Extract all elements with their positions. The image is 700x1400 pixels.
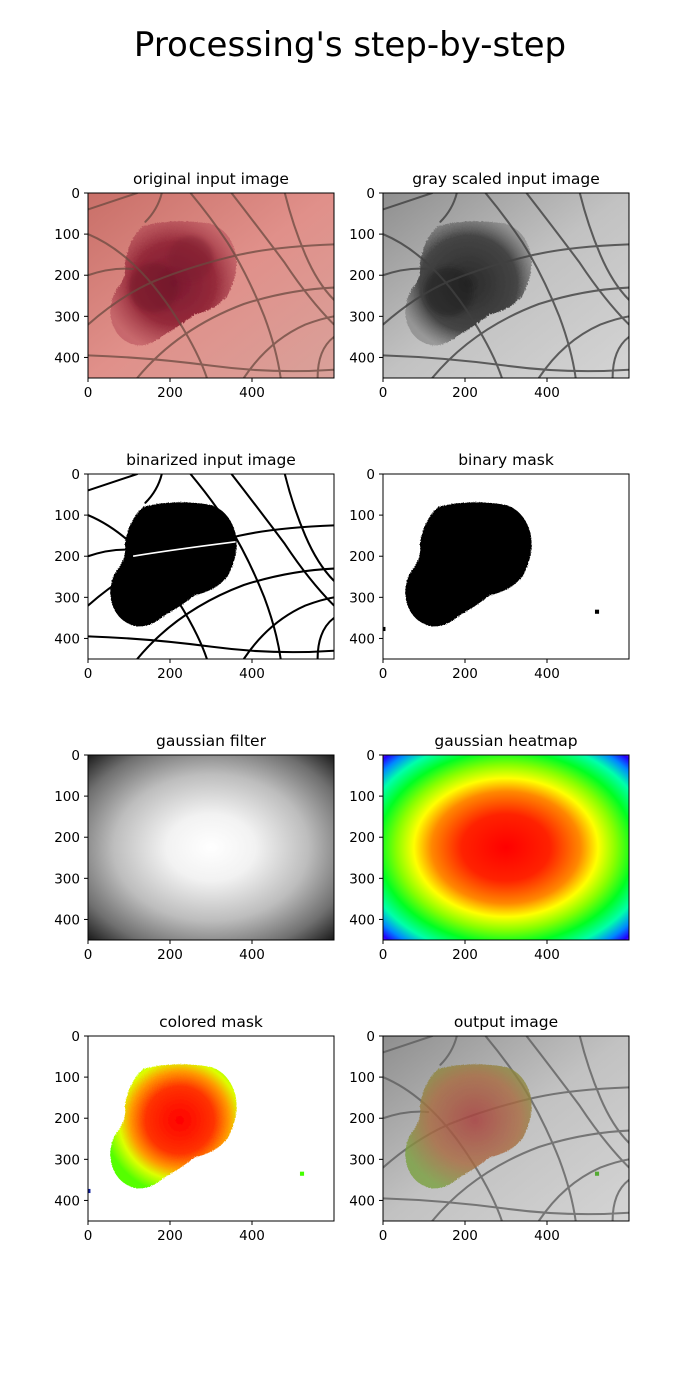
y-tick-label: 100 xyxy=(349,508,375,524)
y-tick-label: 100 xyxy=(54,508,80,524)
y-tick-label: 0 xyxy=(366,467,375,483)
y-tick-label: 100 xyxy=(54,227,80,243)
y-tick-label: 200 xyxy=(54,830,80,846)
x-tick-label: 400 xyxy=(534,1228,560,1244)
panel-4: binary mask 0 200 400 0 100 200 300 400 xyxy=(349,451,629,682)
y-tick-label: 100 xyxy=(349,1070,375,1086)
panel-image xyxy=(88,193,334,378)
x-tick-label: 200 xyxy=(452,1228,478,1244)
y-tick-label: 200 xyxy=(349,830,375,846)
y-tick-label: 400 xyxy=(349,1193,375,1209)
y-tick-label: 100 xyxy=(54,1070,80,1086)
x-tick-label: 400 xyxy=(239,1228,265,1244)
y-tick-label: 100 xyxy=(54,789,80,805)
x-tick-label: 200 xyxy=(157,666,183,682)
x-tick-label: 0 xyxy=(379,947,388,963)
y-tick-label: 400 xyxy=(349,631,375,647)
panel-image xyxy=(383,474,629,659)
panel-image xyxy=(383,755,629,940)
x-tick-label: 200 xyxy=(452,385,478,401)
y-tick-label: 300 xyxy=(54,1152,80,1168)
x-tick-label: 400 xyxy=(534,947,560,963)
y-tick-label: 300 xyxy=(349,871,375,887)
panel-title: binarized input image xyxy=(126,451,296,469)
panel-title: gray scaled input image xyxy=(412,170,600,188)
y-tick-label: 0 xyxy=(366,748,375,764)
x-tick-label: 200 xyxy=(157,1228,183,1244)
x-tick-label: 0 xyxy=(84,947,93,963)
x-tick-label: 400 xyxy=(534,385,560,401)
panel-image xyxy=(88,1036,334,1221)
x-tick-label: 0 xyxy=(379,385,388,401)
x-tick-label: 400 xyxy=(239,385,265,401)
x-tick-label: 400 xyxy=(534,666,560,682)
y-tick-label: 300 xyxy=(349,1152,375,1168)
x-tick-label: 400 xyxy=(239,666,265,682)
y-tick-label: 100 xyxy=(349,227,375,243)
panel-3: binarized input image 0 200 400 0 100 200 300 40… xyxy=(54,451,334,682)
y-tick-label: 200 xyxy=(54,268,80,284)
y-tick-label: 300 xyxy=(54,871,80,887)
x-tick-label: 200 xyxy=(452,666,478,682)
x-tick-label: 0 xyxy=(84,385,93,401)
y-tick-label: 400 xyxy=(54,350,80,366)
y-tick-label: 400 xyxy=(349,912,375,928)
y-tick-label: 200 xyxy=(349,1111,375,1127)
panel-1: original input image 0 200 400 0 100 200 300 400 xyxy=(54,170,334,401)
y-tick-label: 0 xyxy=(71,467,80,483)
panel-5: gaussian filter 0 200 400 0 100 200 300 400 xyxy=(54,732,334,963)
panel-2: gray scaled input image 0 200 400 0 100 200 300… xyxy=(349,170,629,401)
x-tick-label: 0 xyxy=(84,1228,93,1244)
y-tick-label: 200 xyxy=(349,268,375,284)
x-tick-label: 400 xyxy=(239,947,265,963)
y-tick-label: 0 xyxy=(71,1029,80,1045)
panel-image xyxy=(383,1036,629,1221)
y-tick-label: 200 xyxy=(349,549,375,565)
y-tick-label: 400 xyxy=(54,1193,80,1209)
y-tick-label: 300 xyxy=(349,590,375,606)
y-tick-label: 300 xyxy=(349,309,375,325)
panel-grid: original input image 0 200 400 0 100 200 300 400… xyxy=(54,170,629,1244)
x-tick-label: 200 xyxy=(157,947,183,963)
panel-title: binary mask xyxy=(458,451,554,469)
y-tick-label: 100 xyxy=(349,789,375,805)
figure-title: Processing's step-by-step xyxy=(134,25,566,65)
y-tick-label: 0 xyxy=(71,748,80,764)
x-tick-label: 0 xyxy=(84,666,93,682)
panel-image xyxy=(383,193,629,378)
panel-title: gaussian heatmap xyxy=(434,732,577,750)
panel-7: colored mask 0 200 400 0 100 200 300 400 xyxy=(54,1013,334,1244)
panel-title: original input image xyxy=(133,170,289,188)
y-tick-label: 400 xyxy=(54,631,80,647)
panel-title: output image xyxy=(454,1013,558,1031)
panel-image xyxy=(88,474,334,659)
panel-8: output image 0 200 400 0 100 200 300 400 xyxy=(349,1013,629,1244)
y-tick-label: 200 xyxy=(54,1111,80,1127)
y-tick-label: 300 xyxy=(54,590,80,606)
y-tick-label: 200 xyxy=(54,549,80,565)
panel-image xyxy=(88,755,334,940)
panel-6: gaussian heatmap 0 200 400 0 100 200 300 400 xyxy=(349,732,629,963)
y-tick-label: 0 xyxy=(366,186,375,202)
y-tick-label: 400 xyxy=(349,350,375,366)
panel-title: gaussian filter xyxy=(156,732,267,750)
y-tick-label: 0 xyxy=(366,1029,375,1045)
x-tick-label: 0 xyxy=(379,666,388,682)
y-tick-label: 0 xyxy=(71,186,80,202)
y-tick-label: 400 xyxy=(54,912,80,928)
panel-title: colored mask xyxy=(159,1013,263,1031)
y-tick-label: 300 xyxy=(54,309,80,325)
x-tick-label: 0 xyxy=(379,1228,388,1244)
x-tick-label: 200 xyxy=(157,385,183,401)
x-tick-label: 200 xyxy=(452,947,478,963)
